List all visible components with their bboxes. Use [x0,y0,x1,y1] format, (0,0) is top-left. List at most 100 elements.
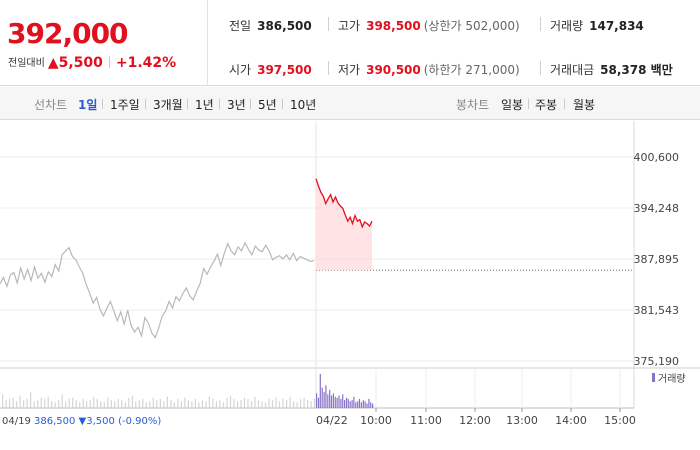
stat-trade-amount: 거래대금 58,378 백만 [550,63,673,77]
prev-change: 3,500 [86,416,115,427]
volume-bar [166,396,168,408]
volume-bar [257,400,260,408]
volume-bar [264,402,267,408]
stat-high: 고가 398,500 (상한가 502,000) [338,19,520,33]
price-summary: 392,000 전일대비 ▲5,500 +1.42% [0,0,208,86]
volume-bar [208,396,210,408]
volume-bar [372,403,374,408]
volume-bar [187,400,189,408]
volume-bar [121,400,123,408]
volume-bar [310,401,312,408]
volume-bar [300,398,302,408]
volume-bar [296,402,298,408]
volume-bar [61,394,63,408]
volume-bar [307,400,309,408]
tab-monthly-candle[interactable]: 월봉 [573,98,596,112]
tab-3year[interactable]: 3년 [227,98,246,112]
volume-bar [51,401,53,408]
divider [187,99,188,109]
volume-bar [329,389,331,408]
volume-bar [138,400,140,408]
tab-5year[interactable]: 5년 [258,98,277,112]
volume-bar [117,398,119,408]
volume-bar [355,402,357,408]
volume-bar [286,400,288,408]
volume-bar [332,393,334,408]
volume-bar [317,397,320,408]
volume-bar [180,401,182,408]
x-tick-label: 12:00 [459,414,491,427]
volume-bar [325,385,327,408]
chart-svg: 400,600 394,248 387,895 381,543 375,190 … [0,121,700,427]
volume-bar [347,398,349,408]
volume-bar [229,395,232,408]
tab-1day[interactable]: 1일 [78,98,98,112]
tab-10year[interactable]: 10년 [290,98,317,112]
quote-header: 392,000 전일대비 ▲5,500 +1.42% 전일 386,500 고가 398… [0,0,700,86]
volume-bar [344,400,346,408]
volume-bar [201,400,203,408]
tab-1week[interactable]: 1주일 [110,98,140,112]
volume-bar [243,397,246,408]
volume-bar [142,398,144,408]
volume-bar [96,398,98,408]
divider [145,99,146,109]
volume-bar [362,400,364,408]
stat-low: 저가 390,500 (하한가 271,000) [338,63,520,77]
period-tabs: 선차트 1일 1주일 3개월 1년 3년 5년 10년 봉차트 일봉 주봉 월봉 [0,87,700,120]
volume-bar [261,401,263,408]
volume-bar [319,374,321,408]
volume-bar [68,398,70,408]
volume-bar [226,397,228,408]
volume-bar [145,402,147,408]
y-tick-label: 381,543 [634,304,680,317]
volume-bar [198,402,200,408]
volume-bar [86,401,88,408]
volume-bar [107,397,109,408]
volume-legend-swatch [652,373,655,382]
divider [102,99,103,109]
volume-bar [271,400,274,408]
divider [540,61,541,75]
volume-bar [222,402,225,408]
volume-bar [194,398,196,408]
volume-bar [250,401,253,408]
today-area-fill [316,178,372,271]
stat-prev-close: 전일 386,500 [229,19,312,33]
volume-bar [47,396,49,408]
volume-bar [5,400,7,408]
volume-bar [240,400,242,408]
volume-bar [370,402,372,408]
volume-bar [219,400,221,408]
divider [328,17,329,31]
volume-legend-label: 거래량 [658,373,686,385]
tab-daily-candle[interactable]: 일봉 [501,98,524,112]
divider [108,56,110,68]
volume-bar [247,398,249,408]
volume-bar [212,398,214,408]
y-tick-label: 375,190 [634,355,680,368]
tab-1year[interactable]: 1년 [195,98,214,112]
x-tick-label: 11:00 [410,414,442,427]
volume-bar [321,387,323,408]
previous-day-line [0,241,315,339]
volume-bar [282,398,284,408]
volume-bar [358,398,361,408]
volume-bar [30,392,32,408]
volume-bar [54,402,56,408]
volume-bar [93,396,95,408]
prev-close: 386,500 [34,416,75,427]
volume-bar [177,398,179,408]
today-price-line [315,178,373,229]
divider [250,99,251,109]
volume-bar [184,397,186,408]
volume-bar [152,397,154,408]
change-label: 전일대비 [8,58,45,69]
y-tick-label: 394,248 [634,202,680,215]
tab-3month[interactable]: 3개월 [153,98,183,112]
volume-bar [100,401,102,408]
tab-weekly-candle[interactable]: 주봉 [535,98,558,112]
volume-bar [303,397,305,408]
volume-bar [12,397,14,408]
volume-bar [289,396,291,408]
